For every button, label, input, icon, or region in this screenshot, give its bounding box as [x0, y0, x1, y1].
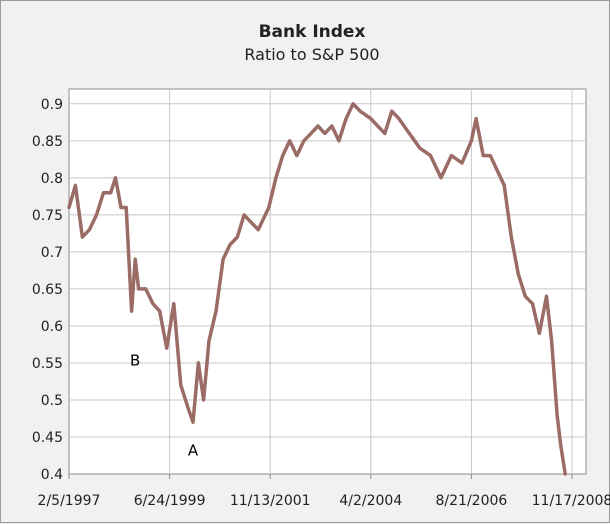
series-layer — [67, 102, 567, 476]
x-tick-label: 11/17/2008 — [532, 493, 610, 509]
y-tick-label: 0.65 — [32, 282, 63, 298]
y-tick-label: 0.5 — [41, 393, 63, 409]
y-tick-label: 0.6 — [41, 319, 63, 335]
y-tick-label: 0.75 — [32, 208, 63, 224]
annotation-label: B — [130, 352, 140, 370]
y-tick-label: 0.45 — [32, 430, 63, 446]
y-axis-tick-labels: 0.4 0.45 0.5 0.55 0.6 0.65 0.7 0.75 0.8 0.85 0.9 — [32, 97, 63, 483]
chart-subtitle: Ratio to S&P 500 — [244, 45, 379, 64]
chart-title: Bank Index — [259, 22, 366, 42]
y-tick-label: 0.4 — [41, 467, 63, 483]
y-gridlines — [69, 103, 586, 438]
x-tick-label: 8/21/2006 — [436, 493, 508, 509]
y-tick-label: 0.85 — [32, 134, 63, 150]
x-tick-label: 11/13/2001 — [230, 493, 311, 509]
plot-background — [68, 88, 587, 475]
x-tick-label: 4/2/2004 — [339, 493, 402, 509]
plot-area: 0.4 0.45 0.5 0.55 0.6 0.65 0.7 0.75 0.8 0.85 0.9 2… — [32, 88, 610, 509]
y-tick-label: 0.8 — [41, 171, 63, 187]
x-tick-label: 2/5/1997 — [38, 493, 101, 509]
y-tick-label: 0.7 — [41, 245, 63, 261]
series-line — [67, 102, 567, 476]
y-tick-label: 0.9 — [41, 97, 63, 113]
x-tick-label: 6/24/1999 — [134, 493, 206, 509]
x-axis-tick-labels: 2/5/1997 6/24/1999 11/13/2001 4/2/2004 8/21/… — [38, 493, 610, 509]
annotation-label: A — [188, 441, 199, 459]
annotations: BA — [130, 352, 199, 460]
x-gridlines — [68, 89, 573, 479]
y-tick-label: 0.55 — [32, 356, 63, 372]
